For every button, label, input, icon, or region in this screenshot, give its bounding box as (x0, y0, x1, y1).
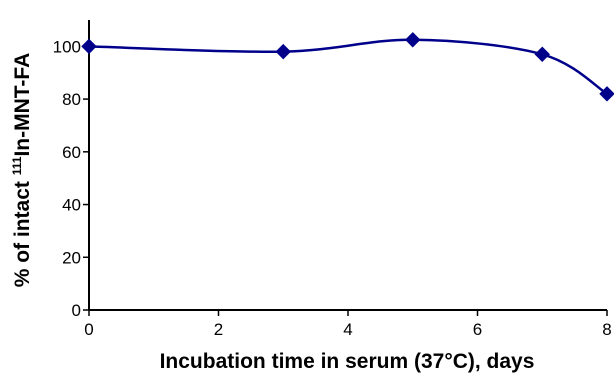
y-axis-label-prefix: % of intact (11, 175, 34, 287)
x-tick-label: 2 (214, 320, 223, 339)
y-axis-label-superscript: 111 (10, 156, 24, 175)
x-tick-label: 0 (84, 320, 93, 339)
x-ticks: 0 2 4 6 8 (84, 310, 612, 339)
x-tick-label: 6 (473, 320, 482, 339)
data-point-marker (275, 43, 291, 60)
y-tick-label: 20 (62, 248, 81, 267)
y-axis-label: % of intact 111In-MNT-FA (10, 53, 34, 288)
series-line (88, 38, 608, 95)
y-ticks: 0 20 40 60 80 100 (53, 37, 89, 320)
data-point-marker (599, 86, 614, 102)
data-point-marker (534, 46, 550, 62)
series (81, 32, 614, 102)
y-tick-label: 0 (72, 301, 81, 320)
y-axis-label-suffix: In-MNT-FA (11, 53, 34, 157)
y-tick-label: 40 (62, 196, 81, 215)
y-tick-label: 80 (62, 90, 81, 109)
x-tick-label: 4 (343, 320, 352, 339)
y-tick-label: 100 (53, 37, 81, 56)
data-point-marker (81, 38, 97, 55)
data-point-marker (405, 32, 421, 48)
x-tick-label: 8 (602, 320, 611, 339)
axes (88, 20, 607, 311)
y-tick-label: 60 (62, 143, 81, 162)
x-axis-label: Incubation time in serum (37°C), days (160, 350, 535, 373)
